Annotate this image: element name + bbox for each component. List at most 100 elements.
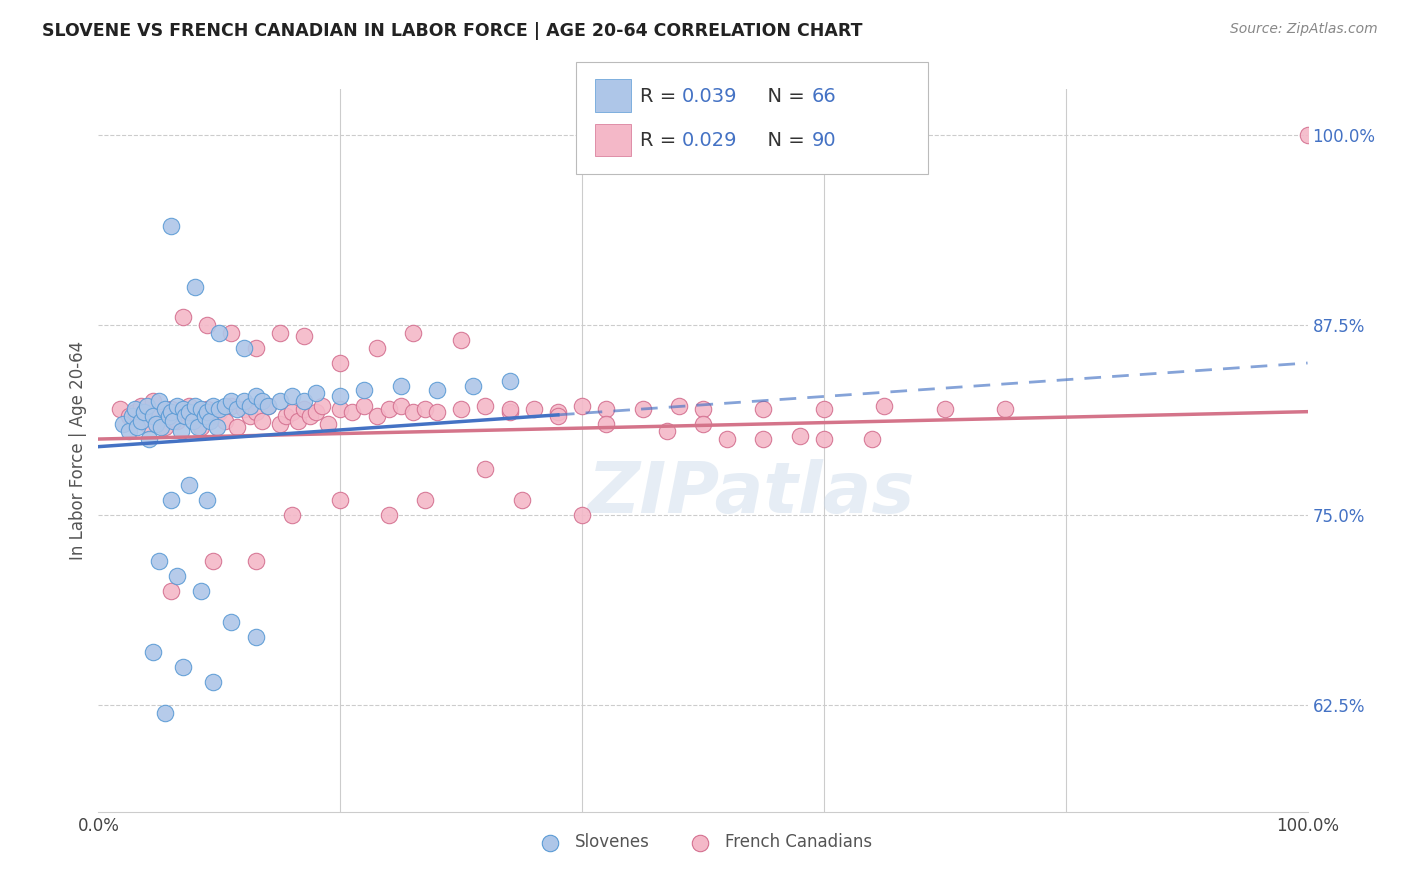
- Point: [160, 584, 183, 599]
- Point: [305, 386, 328, 401]
- Point: [135, 399, 157, 413]
- Point: [281, 405, 304, 419]
- Point: [239, 399, 262, 413]
- Point: [184, 409, 207, 424]
- Point: [153, 401, 176, 416]
- Point: [202, 409, 225, 424]
- Point: [232, 401, 254, 416]
- Point: [269, 417, 291, 431]
- Point: [153, 706, 176, 720]
- Point: [129, 399, 152, 413]
- Point: [124, 405, 146, 419]
- Text: 90: 90: [811, 131, 837, 150]
- Point: [474, 462, 496, 476]
- Point: [190, 401, 212, 416]
- Point: [121, 409, 143, 424]
- Point: [498, 401, 520, 416]
- Point: [329, 356, 352, 370]
- Point: [571, 399, 593, 413]
- Point: [195, 401, 218, 416]
- Point: [166, 569, 188, 583]
- Point: [377, 508, 399, 522]
- Point: [342, 405, 364, 419]
- Point: [208, 405, 231, 419]
- Point: [208, 401, 231, 416]
- Point: [413, 492, 436, 507]
- Point: [292, 328, 315, 343]
- Point: [329, 492, 352, 507]
- Point: [108, 401, 131, 416]
- Point: [281, 508, 304, 522]
- Text: N =: N =: [755, 131, 811, 150]
- Point: [281, 389, 304, 403]
- Point: [426, 405, 449, 419]
- Point: [474, 399, 496, 413]
- Point: [245, 341, 267, 355]
- Point: [129, 414, 152, 428]
- Point: [172, 660, 194, 674]
- Point: [226, 420, 249, 434]
- Point: [389, 379, 412, 393]
- Text: N =: N =: [755, 87, 811, 105]
- Point: [157, 409, 180, 424]
- Point: [256, 399, 278, 413]
- Point: [668, 399, 690, 413]
- Point: [160, 492, 183, 507]
- Point: [1296, 128, 1319, 142]
- Point: [595, 417, 617, 431]
- Point: [127, 420, 149, 434]
- Text: 0.029: 0.029: [682, 131, 737, 150]
- Y-axis label: In Labor Force | Age 20-64: In Labor Force | Age 20-64: [69, 341, 87, 560]
- Point: [148, 554, 170, 568]
- Point: [353, 399, 375, 413]
- Point: [202, 554, 225, 568]
- Point: [274, 409, 297, 424]
- Point: [145, 417, 167, 431]
- Point: [221, 399, 243, 413]
- Point: [510, 492, 533, 507]
- Legend: Slovenes, French Canadians: Slovenes, French Canadians: [527, 826, 879, 857]
- Point: [153, 420, 176, 434]
- Point: [174, 409, 197, 424]
- Point: [169, 425, 191, 439]
- Point: [124, 401, 146, 416]
- Point: [329, 389, 352, 403]
- Point: [160, 405, 183, 419]
- Point: [789, 429, 811, 443]
- Point: [389, 399, 412, 413]
- Point: [523, 401, 546, 416]
- Point: [402, 405, 425, 419]
- Point: [366, 409, 388, 424]
- Point: [692, 401, 714, 416]
- Point: [269, 394, 291, 409]
- Point: [181, 414, 204, 428]
- Point: [179, 399, 201, 413]
- Text: R =: R =: [640, 131, 682, 150]
- Point: [256, 399, 278, 413]
- Point: [631, 401, 654, 416]
- Point: [166, 414, 188, 428]
- Point: [287, 414, 309, 428]
- Point: [377, 401, 399, 416]
- Point: [366, 341, 388, 355]
- Point: [172, 310, 194, 325]
- Point: [353, 384, 375, 398]
- Point: [547, 409, 569, 424]
- Point: [134, 405, 156, 419]
- Text: R =: R =: [640, 87, 682, 105]
- Point: [179, 405, 201, 419]
- Point: [292, 401, 315, 416]
- Point: [118, 425, 141, 439]
- Point: [166, 399, 188, 413]
- Point: [571, 508, 593, 522]
- Point: [118, 409, 141, 424]
- Point: [214, 414, 236, 428]
- Point: [226, 401, 249, 416]
- Point: [142, 394, 165, 409]
- Point: [172, 401, 194, 416]
- Point: [195, 492, 218, 507]
- Point: [142, 645, 165, 659]
- Point: [994, 401, 1017, 416]
- Point: [245, 389, 267, 403]
- Point: [813, 432, 835, 446]
